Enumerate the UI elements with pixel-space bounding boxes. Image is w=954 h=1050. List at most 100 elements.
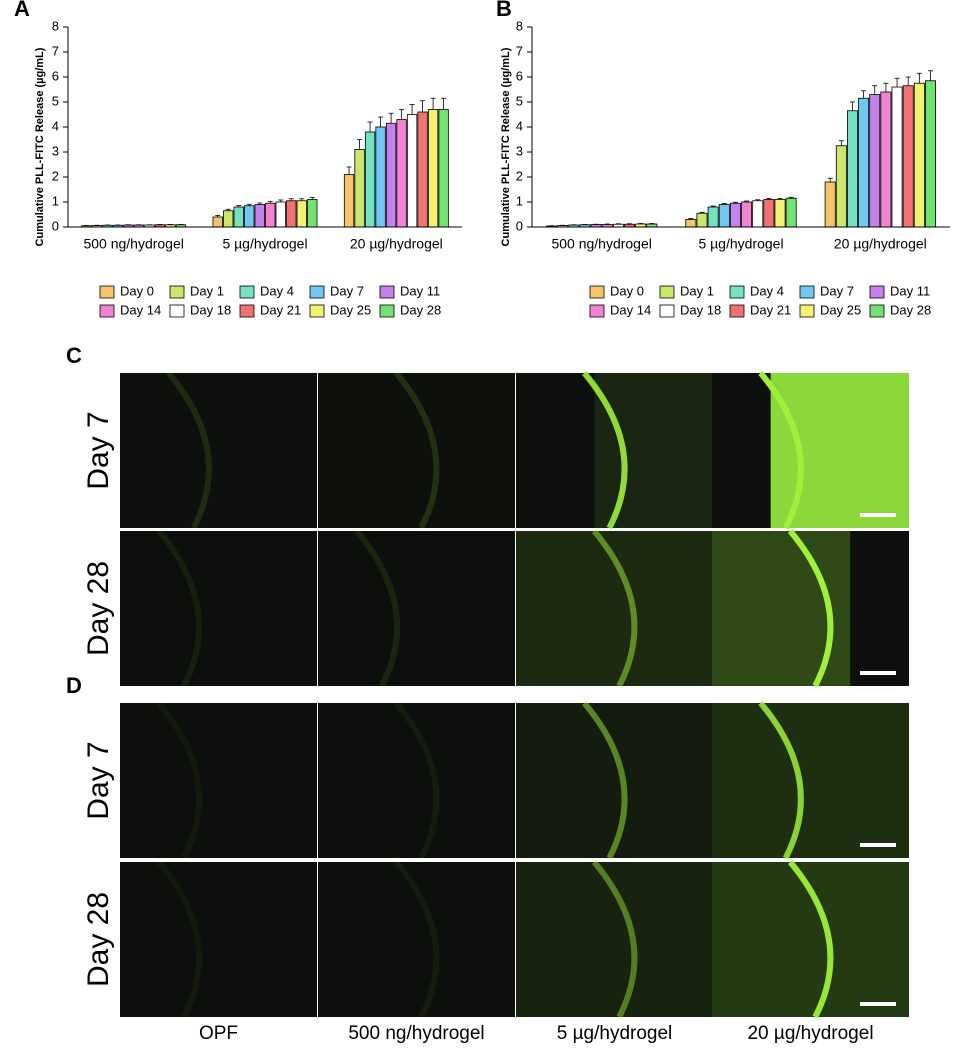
hydrogel-edge: [156, 701, 202, 860]
bar: [718, 204, 730, 228]
bar: [254, 204, 265, 228]
legend-label: Day 7: [820, 283, 854, 298]
scale-bar: [860, 671, 896, 675]
legend-label: Day 7: [330, 283, 364, 298]
bar: [417, 111, 428, 228]
legend-label: Day 1: [190, 283, 224, 298]
legend-swatch: [309, 304, 325, 318]
legend-swatch: [169, 304, 185, 318]
bar: [880, 91, 892, 228]
micrograph: [318, 373, 515, 528]
x-tick-label: 500 ng/hydrogel: [83, 236, 183, 252]
bar: [891, 86, 903, 228]
bar: [685, 219, 697, 228]
legend-swatch: [309, 285, 325, 299]
legend-swatch: [799, 304, 815, 318]
scale-bar: [860, 513, 896, 517]
scale-bar: [860, 843, 896, 847]
panel-label: D: [66, 673, 82, 698]
micrograph: [516, 703, 713, 858]
bar: [354, 149, 365, 228]
micrograph: [318, 862, 515, 1017]
micrograph: [318, 531, 515, 686]
y-tick-label: 4: [516, 118, 523, 133]
micrograph: [120, 862, 317, 1017]
hydrogel-edge: [156, 529, 202, 688]
x-tick-label: 500 ng/hydrogel: [551, 236, 651, 252]
legend-label: Day 4: [750, 283, 784, 298]
bar: [869, 94, 881, 228]
y-tick-label: 3: [516, 143, 523, 158]
bar: [296, 200, 307, 228]
legend-swatch: [799, 285, 815, 299]
bar: [406, 114, 418, 228]
legend-swatch: [169, 285, 185, 299]
legend-label: Day 25: [820, 302, 861, 317]
hydrogel-edge: [758, 701, 804, 860]
bar: [286, 200, 297, 228]
legend-swatch: [659, 304, 675, 318]
y-tick-label: 0: [52, 218, 59, 233]
hydrogel-edge: [591, 529, 638, 688]
legend-label: Day 18: [680, 302, 721, 317]
y-tick-label: 5: [52, 93, 59, 108]
column-label: OPF: [199, 1023, 238, 1044]
legend-label: Day 25: [330, 302, 371, 317]
bar: [696, 212, 708, 228]
legend-label: Day 4: [260, 283, 294, 298]
scale-bar: [860, 1002, 896, 1006]
bar: [729, 202, 741, 228]
y-tick-label: 8: [52, 18, 59, 33]
legend-swatch: [239, 304, 255, 318]
legend-label: Day 14: [120, 302, 161, 317]
y-tick-label: 3: [52, 143, 59, 158]
bar: [774, 199, 786, 228]
legend-label: Day 0: [120, 283, 154, 298]
legend-swatch: [589, 304, 605, 318]
legend-label: Day 21: [750, 302, 791, 317]
panel-label: A: [14, 0, 30, 21]
y-tick-label: 8: [516, 18, 523, 33]
hydrogel-edge: [354, 529, 400, 688]
legend-swatch: [99, 304, 115, 318]
hydrogel-edge: [156, 860, 202, 1019]
column-label: 500 ng/hydrogel: [348, 1023, 484, 1044]
micrograph: [120, 531, 317, 686]
micrograph-dark: [712, 373, 771, 528]
row-label: Day 7: [82, 741, 115, 819]
row-label: Day 28: [82, 892, 115, 987]
bar: [707, 206, 719, 228]
legend-label: Day 21: [260, 302, 301, 317]
y-tick-label: 2: [52, 168, 59, 183]
micrograph: [120, 373, 317, 528]
y-tick-label: 5: [516, 93, 523, 108]
bar: [375, 126, 386, 228]
y-tick-label: 2: [516, 168, 523, 183]
micrograph-dark: [516, 373, 595, 528]
row-label: Day 28: [82, 561, 115, 656]
y-tick-label: 7: [52, 43, 59, 58]
bar: [396, 119, 407, 228]
bar: [785, 197, 797, 228]
bar: [385, 122, 397, 228]
hydrogel-edge: [591, 860, 638, 1019]
bar: [846, 110, 858, 228]
bar: [233, 206, 244, 228]
legend-label: Day 0: [610, 283, 644, 298]
y-tick-label: 6: [516, 68, 523, 83]
y-tick-label: 0: [516, 218, 523, 233]
hydrogel-edge: [393, 701, 440, 860]
micrograph: [318, 703, 515, 858]
legend-swatch: [99, 285, 115, 299]
bar: [364, 131, 376, 228]
bar: [913, 82, 925, 228]
y-tick-label: 7: [516, 43, 523, 58]
panel-label: B: [496, 0, 512, 21]
x-tick-label: 5 µg/hydrogel: [222, 236, 307, 252]
micrograph: [516, 862, 713, 1017]
hydrogel-edge: [787, 860, 834, 1019]
legend-label: Day 28: [890, 302, 931, 317]
column-label: 20 µg/hydrogel: [747, 1023, 873, 1044]
legend-swatch: [729, 304, 745, 318]
